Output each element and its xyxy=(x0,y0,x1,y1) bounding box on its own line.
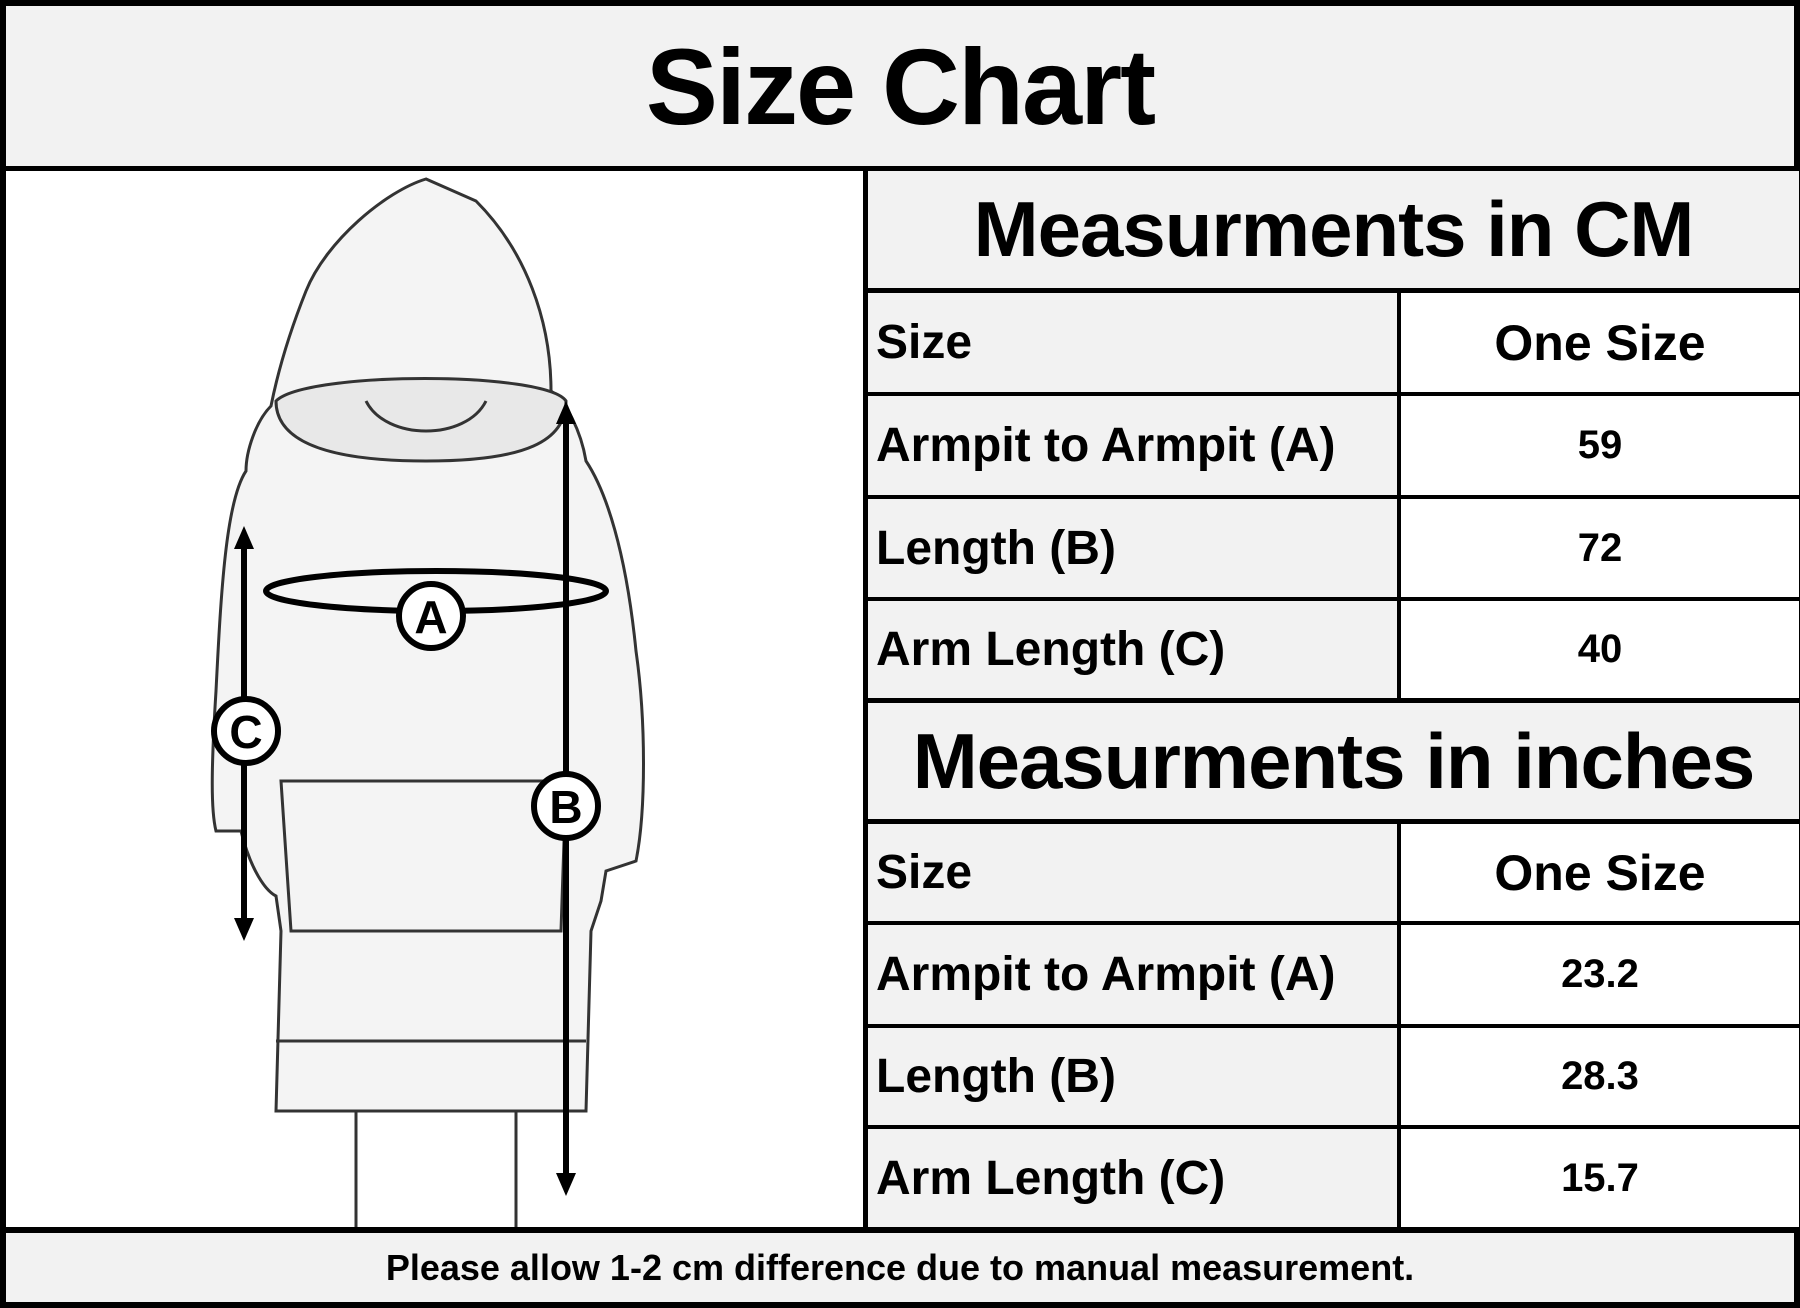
cm-heading: Measurments in CM xyxy=(868,171,1799,293)
row-label: Length (B) xyxy=(868,1028,1401,1125)
hoodie-sketch: A B C xyxy=(210,177,645,1227)
row-value: 72 xyxy=(1401,499,1799,597)
table-row: Length (B) 72 xyxy=(868,499,1799,601)
label-b: B xyxy=(549,781,582,833)
cm-header-row: Size One Size xyxy=(868,293,1799,396)
hoodie-diagram: A B C xyxy=(6,171,863,1227)
cm-header-label: Size xyxy=(868,293,1401,392)
row-value: 59 xyxy=(1401,396,1799,495)
label-c: C xyxy=(229,706,262,758)
footer-note: Please allow 1-2 cm difference due to ma… xyxy=(6,1227,1794,1302)
inches-header-value: One Size xyxy=(1401,824,1799,921)
row-label: Armpit to Armpit (A) xyxy=(868,396,1401,495)
marker-b: B xyxy=(531,771,601,841)
table-row: Arm Length (C) 15.7 xyxy=(868,1129,1799,1227)
inches-header-label: Size xyxy=(868,824,1401,921)
marker-a: A xyxy=(396,581,466,651)
page-title: Size Chart xyxy=(645,25,1156,147)
inches-header-row: Size One Size xyxy=(868,824,1799,925)
label-a: A xyxy=(414,591,447,643)
table-row: Arm Length (C) 40 xyxy=(868,601,1799,703)
measurements-table: Measurments in CM Size One Size Armpit t… xyxy=(863,171,1799,1227)
row-label: Length (B) xyxy=(868,499,1401,597)
marker-c: C xyxy=(211,696,281,766)
row-value: 40 xyxy=(1401,601,1799,698)
row-label: Arm Length (C) xyxy=(868,1129,1401,1227)
inches-heading: Measurments in inches xyxy=(868,703,1799,824)
cm-header-value: One Size xyxy=(1401,293,1799,392)
title-band: Size Chart xyxy=(6,6,1794,171)
table-row: Armpit to Armpit (A) 59 xyxy=(868,396,1799,499)
table-row: Armpit to Armpit (A) 23.2 xyxy=(868,925,1799,1028)
row-label: Armpit to Armpit (A) xyxy=(868,925,1401,1024)
row-value: 15.7 xyxy=(1401,1129,1799,1227)
row-value: 28.3 xyxy=(1401,1028,1799,1125)
row-value: 23.2 xyxy=(1401,925,1799,1024)
table-row: Length (B) 28.3 xyxy=(868,1028,1799,1129)
row-label: Arm Length (C) xyxy=(868,601,1401,698)
